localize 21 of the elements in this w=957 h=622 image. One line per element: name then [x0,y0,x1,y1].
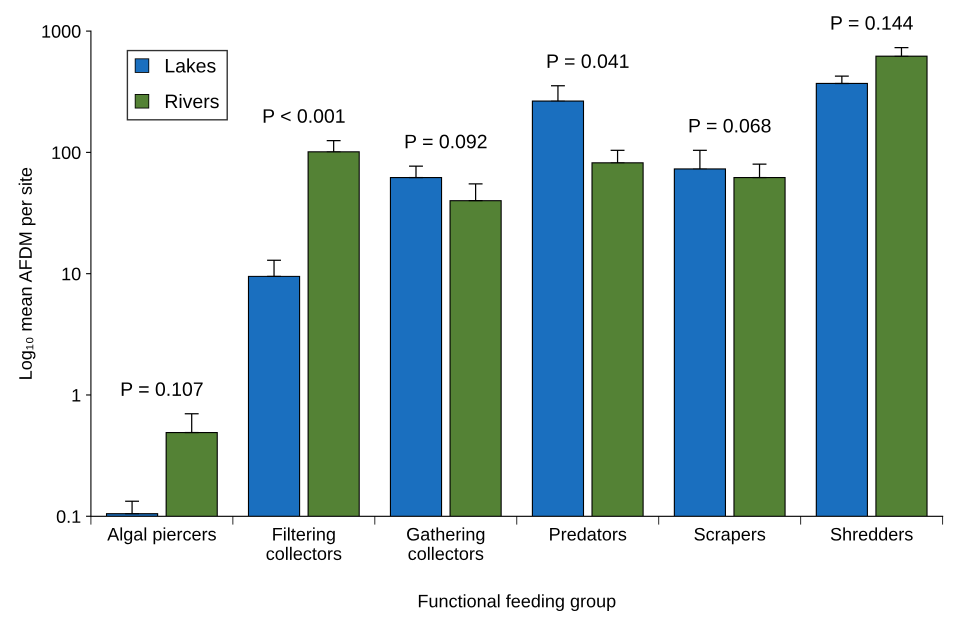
annotation: P = 0.092 [406,134,487,148]
x-tick-label: Algal piercers [107,527,216,544]
x-tick-label: Shredders [830,527,913,541]
annotation: P < 0.001 [264,109,345,123]
legend-label: Rivers [166,94,219,108]
annotation: P = 0.041 [548,54,629,68]
y-tick-label: 1 [72,389,80,402]
x-axis-title: Functional feeding group [418,594,616,612]
y-tick-label: 1000 [42,25,80,38]
x-tick-label: Gathering collectors [407,527,484,560]
text: P = 0.144 [832,16,913,30]
x-tick-label: Predators [550,527,626,541]
legend-label: Lakes [166,58,216,73]
y-tick-label: 100 [52,146,80,160]
annotation: P = 0.068 [690,118,771,133]
y-tick-label: 0.1 [56,510,80,523]
y-axis-title: Log₁₀ mean AFDM per site [18,168,36,379]
x-tick-label: Filtering collectors [266,527,342,560]
x-tick-label: Scrapers [694,528,766,544]
y-tick-label: 10 [62,268,80,280]
annotation: P = 0.107 [122,382,203,396]
